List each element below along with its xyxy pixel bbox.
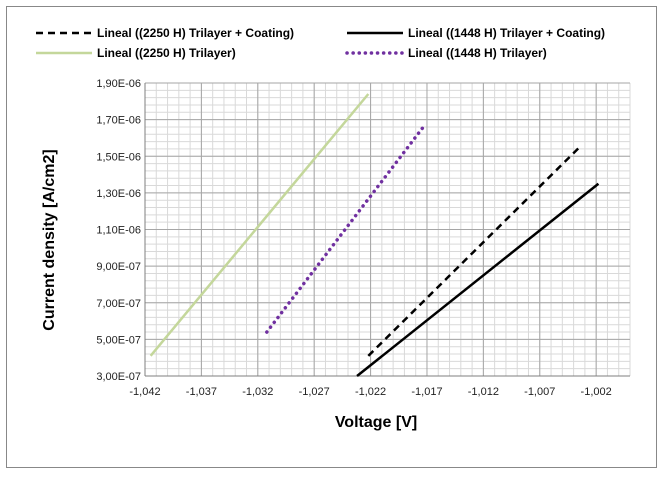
legend-label: Lineal ((1448 H) Trilayer + Coating) bbox=[408, 26, 605, 40]
series-line-1 bbox=[367, 144, 583, 357]
x-tick-label: -1,032 bbox=[242, 386, 273, 398]
series-line-4 bbox=[265, 123, 427, 334]
y-tick-label: 9,00E-07 bbox=[96, 261, 141, 273]
legend-item-2: Lineal ((1448 H) Trilayer + Coating) bbox=[347, 26, 605, 40]
series-line-3 bbox=[149, 93, 370, 357]
axes bbox=[144, 83, 630, 377]
y-tick-label: 7,00E-07 bbox=[96, 298, 141, 310]
y-tick-label: 5,00E-07 bbox=[96, 334, 141, 346]
x-tick-label: -1,022 bbox=[355, 386, 386, 398]
y-tick-label: 1,90E-06 bbox=[96, 78, 141, 90]
legend-label: Lineal ((2250 H) Trilayer + Coating) bbox=[97, 26, 294, 40]
legend-item-3: Lineal ((2250 H) Trilayer) bbox=[36, 46, 236, 60]
legend: Lineal ((2250 H) Trilayer + Coating) Line… bbox=[36, 26, 605, 60]
y-tick-label: 3,00E-07 bbox=[96, 371, 141, 383]
y-tick-label: 1,50E-06 bbox=[96, 151, 141, 163]
x-tick-label: -1,042 bbox=[129, 386, 160, 398]
y-axis-title: Current density [A/cm2] bbox=[41, 149, 58, 330]
y-tick-label: 1,30E-06 bbox=[96, 188, 141, 200]
legend-item-1: Lineal ((2250 H) Trilayer + Coating) bbox=[36, 26, 294, 40]
tick-labels: -1,042 -1,037 -1,032 -1,027 -1,022 -1,017 -1,0… bbox=[96, 78, 611, 398]
legend-label: Lineal ((2250 H) Trilayer) bbox=[97, 46, 236, 60]
y-tick-label: 1,10E-06 bbox=[96, 225, 141, 237]
x-tick-label: -1,017 bbox=[411, 386, 442, 398]
series-lines bbox=[149, 93, 600, 377]
x-axis-title: Voltage [V] bbox=[335, 414, 417, 431]
x-tick-label: -1,012 bbox=[468, 386, 499, 398]
legend-label: Lineal ((1448 H) Trilayer) bbox=[408, 46, 547, 60]
legend-item-4: Lineal ((1448 H) Trilayer) bbox=[345, 46, 547, 60]
x-tick-label: -1,027 bbox=[299, 386, 330, 398]
y-tick-label: 1,70E-06 bbox=[96, 115, 141, 127]
x-tick-label: -1,002 bbox=[581, 386, 612, 398]
x-tick-label: -1,037 bbox=[186, 386, 217, 398]
grid bbox=[144, 82, 631, 377]
series-line-2 bbox=[356, 182, 600, 377]
x-tick-label: -1,007 bbox=[524, 386, 555, 398]
